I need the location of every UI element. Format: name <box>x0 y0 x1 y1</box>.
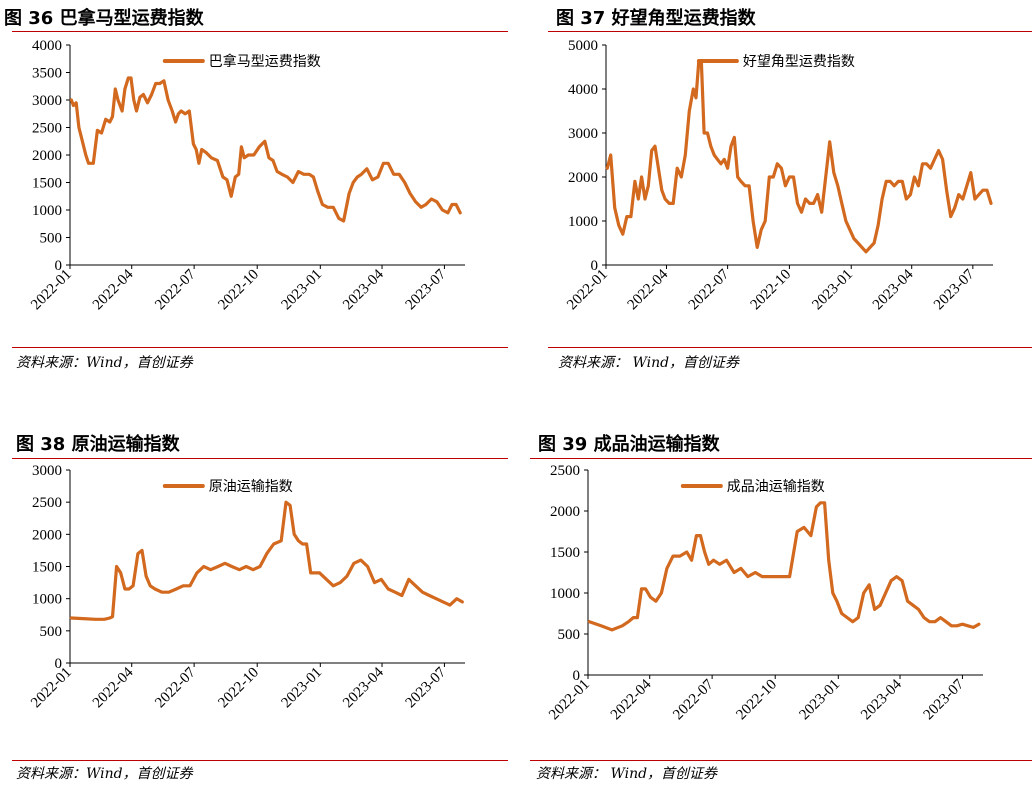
y-tick-label: 4000 <box>568 82 598 98</box>
source-rule <box>530 760 1032 761</box>
legend-label: 好望角型运费指数 <box>743 54 855 70</box>
y-tick-label: 5000 <box>568 38 598 54</box>
legend-label: 原油运输指数 <box>209 479 293 495</box>
title-rule <box>548 31 1032 32</box>
y-tick-label: 1500 <box>32 560 62 576</box>
source-note: 资料来源： Wind，首创证券 <box>536 766 718 782</box>
series-line <box>587 501 981 632</box>
y-tick-label: 0 <box>55 656 63 672</box>
y-tick-label: 0 <box>55 258 63 274</box>
x-tick-label: 2022-01 <box>546 677 593 724</box>
x-tick-label: 2023-01 <box>796 677 843 724</box>
y-tick-label: 2500 <box>32 495 62 511</box>
series-line <box>69 500 464 621</box>
y-tick-label: 2000 <box>550 504 580 520</box>
x-tick-label: 2023-04 <box>858 676 905 723</box>
y-tick-label: 0 <box>591 258 599 274</box>
source-rule <box>12 347 508 348</box>
source-rule <box>548 347 1032 348</box>
title-rule <box>12 31 508 32</box>
y-tick-label: 3000 <box>32 463 62 479</box>
y-tick-label: 1000 <box>568 214 598 230</box>
y-tick-label: 3000 <box>32 93 62 109</box>
legend-label: 巴拿马型运费指数 <box>209 53 321 70</box>
figure-title: 图 36 巴拿马型运费指数 <box>4 8 204 29</box>
y-tick-label: 2000 <box>32 527 62 543</box>
y-tick-label: 2500 <box>550 463 580 479</box>
y-tick-label: 3500 <box>32 66 62 82</box>
y-tick-label: 500 <box>558 627 581 643</box>
source-note: 资料来源：Wind，首创证券 <box>16 355 193 371</box>
y-tick-label: 3000 <box>568 126 598 142</box>
series-line <box>69 76 462 223</box>
series-line <box>605 60 993 254</box>
y-tick-label: 1000 <box>32 592 62 608</box>
tanker-freight-chart-product: 0 500 1000 1500 2000 2500 2022-01 2022-04 2022-0… <box>546 463 983 724</box>
title-rule <box>530 458 1032 459</box>
y-tick-label: 0 <box>573 668 581 684</box>
y-tick-label: 1000 <box>32 203 62 219</box>
y-tick-label: 2500 <box>32 121 62 137</box>
x-tick-label: 2022-10 <box>733 677 780 724</box>
y-tick-label: 1500 <box>550 545 580 561</box>
title-rule <box>12 458 508 459</box>
x-tick-label: 2022-07 <box>670 676 717 723</box>
figure-title: 图 39 成品油运输指数 <box>538 434 720 455</box>
source-note: 资料来源： Wind，首创证券 <box>558 355 740 371</box>
y-tick-label: 1500 <box>32 176 62 192</box>
x-tick-label: 2023-07 <box>921 676 968 723</box>
y-tick-label: 500 <box>40 231 63 247</box>
y-tick-label: 500 <box>40 624 63 640</box>
source-rule <box>12 760 508 761</box>
figure-title: 图 37 好望角型运费指数 <box>556 8 756 29</box>
y-tick-label: 2000 <box>568 170 598 186</box>
y-tick-label: 2000 <box>32 148 62 164</box>
figure-title: 图 38 原油运输指数 <box>16 434 180 455</box>
y-tick-label: 4000 <box>32 38 62 54</box>
source-note: 资料来源：Wind，首创证券 <box>16 766 193 782</box>
x-tick-label: 2022-04 <box>608 676 655 723</box>
y-tick-label: 1000 <box>550 586 580 602</box>
legend-label: 成品油运输指数 <box>727 479 825 495</box>
